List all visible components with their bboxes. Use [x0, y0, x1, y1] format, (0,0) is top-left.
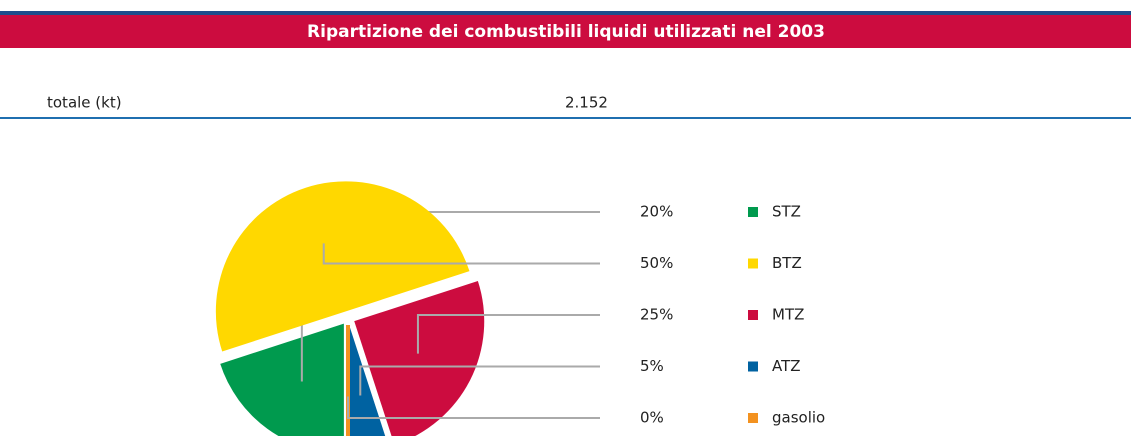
pie-slice	[220, 323, 344, 436]
legend-label: gasolio	[772, 409, 825, 427]
pie-slice	[215, 181, 470, 352]
value-label: 0%	[640, 409, 664, 427]
legend-swatch	[748, 207, 758, 217]
legend-swatch	[748, 413, 758, 423]
legend-label: MTZ	[772, 306, 804, 324]
header-band	[0, 15, 1131, 48]
leader-line	[359, 365, 600, 396]
value-label: 50%	[640, 254, 673, 272]
legend-label: STZ	[772, 203, 801, 221]
legend-label: ATZ	[772, 357, 801, 375]
total-label: totale (kt)	[47, 94, 122, 112]
legend-label: BTZ	[772, 254, 802, 272]
header-title: Ripartizione dei combustibili liquidi ut…	[307, 22, 825, 42]
leader-line	[322, 243, 600, 265]
row-rule	[0, 117, 1131, 119]
leader-line	[416, 314, 600, 354]
header-rule	[0, 11, 1131, 15]
value-label: 5%	[640, 357, 664, 375]
total-value: 2.152	[565, 94, 608, 112]
value-label: 25%	[640, 306, 673, 324]
pie-slice	[349, 324, 386, 436]
legend-swatch	[748, 361, 758, 372]
legend-swatch	[748, 258, 758, 269]
pie-slice	[354, 281, 485, 436]
leader-line	[347, 396, 600, 419]
value-label: 20%	[640, 203, 673, 221]
legend-swatch	[748, 310, 758, 320]
